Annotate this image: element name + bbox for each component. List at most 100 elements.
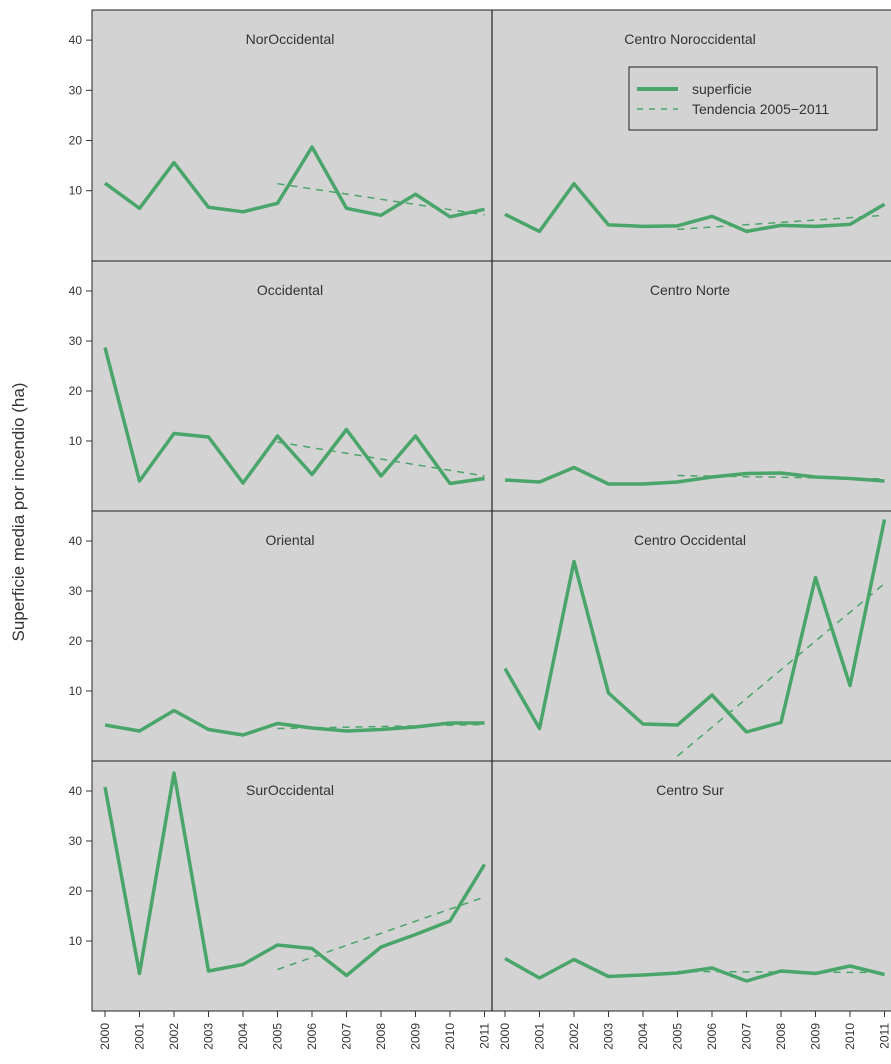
data-point-2010 (449, 920, 452, 923)
data-point-2004 (242, 963, 245, 966)
x-tick-label: 2008 (774, 1023, 788, 1050)
superficie-line (103, 145, 485, 219)
data-point-2003 (207, 970, 210, 973)
panel-title: SurOccidental (246, 782, 334, 798)
trend-line (277, 182, 485, 216)
x-tick-label: 2003 (602, 1023, 616, 1050)
x-tick-label: 2008 (374, 1023, 388, 1050)
data-point-2004 (642, 974, 645, 977)
data-point-2005 (676, 481, 679, 484)
y-tick-label: 40 (69, 784, 83, 798)
panel-borders (91, 9, 891, 1012)
x-tick-label: 2004 (236, 1023, 250, 1050)
y-tick-label: 30 (69, 834, 83, 848)
data-point-2005 (276, 944, 279, 947)
data-point-2011 (883, 973, 886, 976)
data-point-2009 (414, 933, 417, 936)
x-tick-label: 2010 (843, 1023, 857, 1050)
data-point-2001 (138, 480, 141, 483)
legend-box (628, 66, 878, 131)
data-point-2009 (814, 576, 817, 579)
data-point-2011 (883, 203, 886, 206)
panel-background (92, 261, 492, 511)
x-tick-label: 2006 (705, 1023, 719, 1050)
data-point-2000 (104, 724, 107, 727)
data-point-2000 (104, 346, 107, 349)
y-tick-label: 20 (69, 634, 83, 648)
panel-title: Oriental (265, 532, 314, 548)
data-point-2003 (207, 436, 210, 439)
panel-background (492, 511, 891, 761)
x-tick-label: 2009 (809, 1023, 823, 1050)
data-point-2003 (607, 223, 610, 226)
y-tick-label: 30 (69, 584, 83, 598)
data-point-2002 (573, 466, 576, 469)
legend-tendencia-label: Tendencia 2005−2011 (692, 101, 829, 117)
data-point-2001 (138, 207, 141, 210)
x-tick-label: 2009 (409, 1023, 423, 1050)
data-point-2003 (607, 975, 610, 978)
data-point-2005 (676, 972, 679, 975)
data-point-2008 (780, 970, 783, 973)
trend-line (677, 970, 885, 974)
data-point-2004 (242, 734, 245, 737)
data-point-2008 (780, 224, 783, 227)
data-point-2003 (607, 692, 610, 695)
data-point-2008 (780, 472, 783, 475)
data-point-2009 (414, 435, 417, 438)
data-point-2010 (449, 722, 452, 725)
x-axis: 2000 2001 2002 2003 2004 2005 2006 2007 2008 2009… (98, 1011, 891, 1050)
y-tick-label: 20 (69, 384, 83, 398)
panel-suroccidental: SurOccidental (92, 761, 492, 1011)
data-point-2002 (573, 958, 576, 961)
data-point-2011 (483, 477, 486, 480)
x-tick-label: 2011 (878, 1023, 891, 1049)
x-tick-label: 2004 (636, 1023, 650, 1050)
data-point-2009 (414, 726, 417, 729)
data-point-2006 (711, 967, 714, 970)
x-tick-label: 2002 (167, 1023, 181, 1050)
data-point-2010 (849, 477, 852, 480)
x-tick-label: 2011 (478, 1023, 492, 1049)
data-point-2003 (207, 728, 210, 731)
x-tick-label: 2006 (305, 1023, 319, 1050)
data-point-2002 (173, 709, 176, 712)
data-point-2007 (745, 472, 748, 475)
data-point-2000 (504, 957, 507, 960)
data-point-2003 (607, 483, 610, 486)
data-point-2010 (849, 223, 852, 226)
data-point-2000 (504, 479, 507, 482)
data-point-2007 (745, 230, 748, 233)
superficie-line (104, 708, 485, 737)
data-point-2000 (504, 667, 507, 670)
x-tick-label: 2005 (271, 1023, 285, 1050)
data-point-2002 (573, 560, 576, 563)
data-point-2001 (138, 972, 141, 975)
data-point-2009 (814, 225, 817, 228)
panel-oriental: Oriental (92, 511, 492, 761)
y-tick-label: 10 (69, 934, 83, 948)
panel-noroccidental: NorOccidental (92, 10, 492, 261)
x-tick-label: 2000 (498, 1023, 512, 1050)
x-tick-label: 2000 (98, 1023, 112, 1050)
trend-line (277, 896, 485, 971)
y-tick-label: 10 (69, 434, 83, 448)
superficie-line (504, 465, 885, 486)
data-point-2009 (414, 193, 417, 196)
data-point-2007 (345, 207, 348, 210)
superficie-line (503, 519, 887, 734)
y-tick-label: 10 (69, 184, 83, 198)
data-point-2002 (573, 182, 576, 185)
data-point-2005 (676, 724, 679, 727)
y-tick-label: 20 (69, 134, 83, 148)
data-point-2008 (380, 214, 383, 217)
data-point-2005 (276, 722, 279, 725)
legend: superficie Tendencia 2005−2011 (628, 66, 878, 131)
data-point-2006 (711, 215, 714, 218)
panel-title: Centro Sur (656, 782, 724, 798)
y-tick-label: 40 (69, 33, 83, 47)
data-point-2007 (745, 731, 748, 734)
data-point-2011 (483, 863, 486, 866)
legend-superficie-label: superficie (692, 81, 752, 97)
panel-background (492, 761, 891, 1011)
